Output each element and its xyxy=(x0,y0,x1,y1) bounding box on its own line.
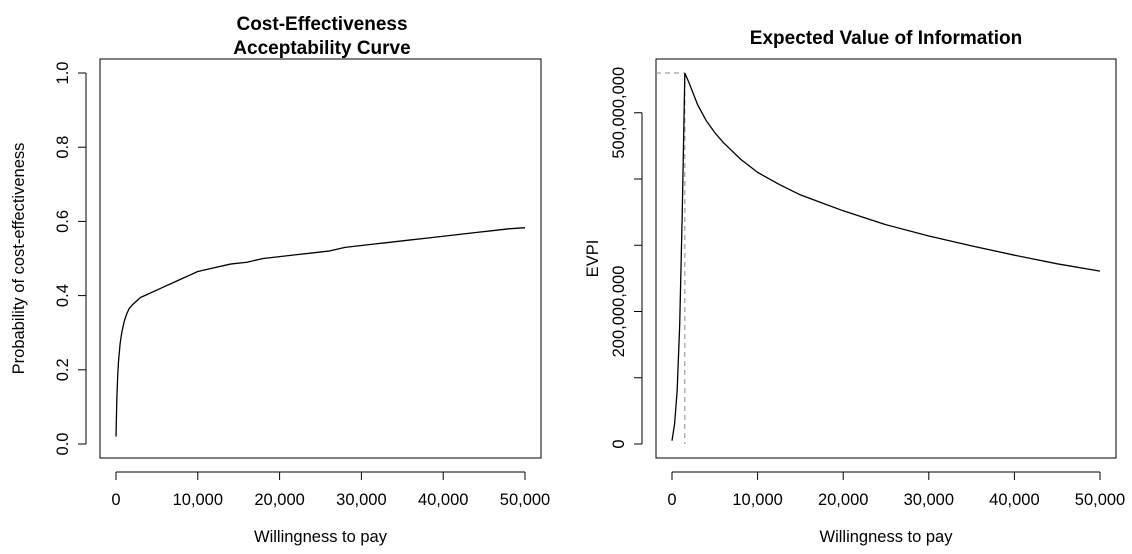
y-tick-label: 0.4 xyxy=(54,284,72,307)
plot-frame xyxy=(99,58,542,459)
x-tick-label: 0 xyxy=(667,491,676,509)
chart-title-line: Acceptability Curve xyxy=(233,38,410,59)
x-tick-label: 50,000 xyxy=(500,491,550,509)
x-tick-label: 40,000 xyxy=(989,491,1039,509)
y-tick-label: 0.0 xyxy=(54,433,72,456)
y-tick-label: 1.0 xyxy=(54,62,72,85)
x-axis-label: Willingness to pay xyxy=(820,528,954,546)
cea-curve-chart: Cost-Effectiveness Acceptability Curve 0 10… xyxy=(10,14,550,546)
plot-frame xyxy=(655,58,1117,459)
y-tick-label: 0.2 xyxy=(54,358,72,381)
x-tick-label: 20,000 xyxy=(254,491,304,509)
x-tick-label: 40,000 xyxy=(418,491,468,509)
y-axis-label: Probability of cost-effectiveness xyxy=(10,143,28,375)
x-tick-label: 10,000 xyxy=(173,491,223,509)
x-axis-label: Willingness to pay xyxy=(254,528,388,546)
x-tick-label: 30,000 xyxy=(336,491,386,509)
y-tick-label: 0.6 xyxy=(54,210,72,233)
x-tick-label: 50,000 xyxy=(1075,491,1125,509)
y-tick-label: 0 xyxy=(610,439,628,448)
x-tick-label: 0 xyxy=(111,491,120,509)
x-tick-label: 20,000 xyxy=(818,491,868,509)
x-tick-label: 10,000 xyxy=(732,491,782,509)
chart-title-line: Cost-Effectiveness xyxy=(236,14,407,35)
chart-title-line: Expected Value of Information xyxy=(750,28,1022,49)
evpi-chart: Expected Value of Information 0 10,000 20,0… xyxy=(584,28,1125,546)
x-tick-label: 30,000 xyxy=(904,491,954,509)
series-line xyxy=(115,227,526,437)
y-tick-label: 200,000,000 xyxy=(610,266,628,358)
y-tick-label: 0.8 xyxy=(54,136,72,159)
y-axis-label: EVPI xyxy=(584,240,602,278)
y-tick-label: 500,000,000 xyxy=(610,67,628,159)
series-line xyxy=(671,72,1101,441)
